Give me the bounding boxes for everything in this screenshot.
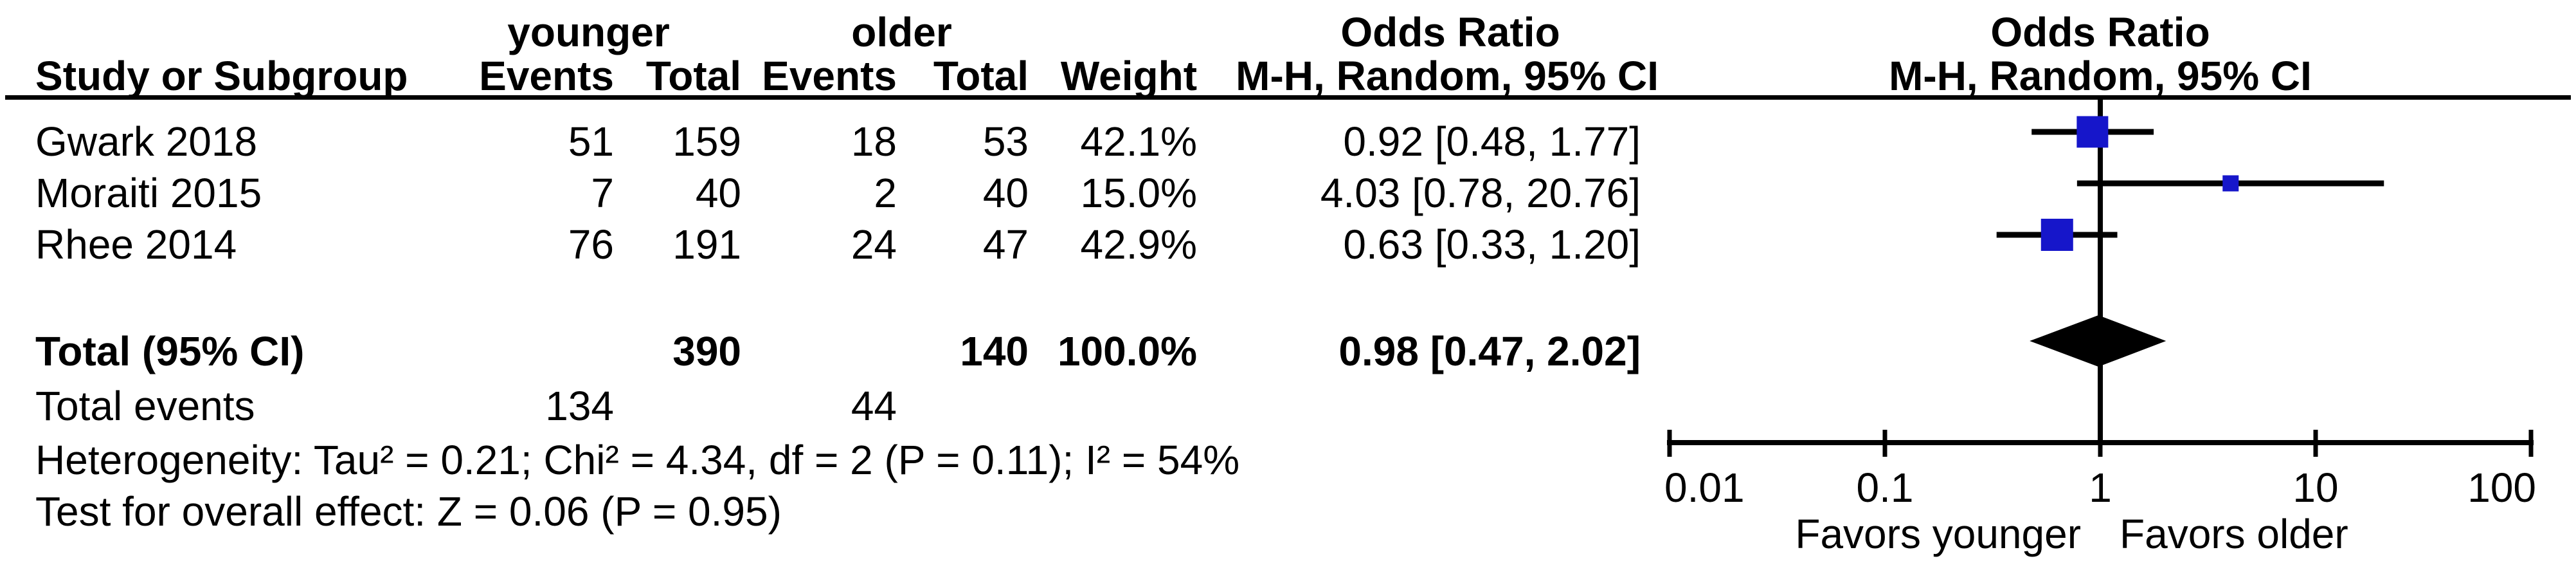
col-header-weight: Weight (1060, 53, 1197, 99)
header-underline (5, 95, 2571, 100)
group-header-younger: younger (507, 9, 670, 55)
study-name: Moraiti 2015 (35, 170, 262, 216)
axis-tick-label: 0.01 (1664, 464, 1745, 511)
col-header-events1: Events (479, 53, 614, 99)
study-events2: 18 (851, 118, 897, 165)
or-header-plot-col: Odds Ratio (1990, 9, 2210, 55)
col-header-study: Study or Subgroup (35, 53, 408, 99)
heterogeneity-stats: Heterogeneity: Tau² = 0.21; Chi² = 4.34,… (35, 437, 1240, 483)
total-weight: 100.0% (1057, 328, 1197, 374)
study-events1: 51 (568, 118, 614, 165)
col-header-mh-text: M-H, Random, 95% CI (1236, 53, 1659, 99)
axis-tick-label: 0.1 (1857, 464, 1914, 511)
col-header-events2: Events (762, 53, 897, 99)
axis-tick-label: 10 (2292, 464, 2338, 511)
summary-diamond (2030, 315, 2166, 367)
study-weight: 42.1% (1080, 118, 1197, 165)
favors-right-label: Favors older (2120, 511, 2348, 557)
col-header-total2: Total (933, 53, 1029, 99)
study-or-ci: 0.92 [0.48, 1.77] (1343, 118, 1641, 165)
favors-left-label: Favors younger (1795, 511, 2081, 557)
or-point-square (2222, 175, 2239, 192)
study-events1: 76 (568, 221, 614, 268)
study-total2: 40 (982, 170, 1029, 216)
col-header-mh-plot: M-H, Random, 95% CI (1889, 53, 2312, 99)
study-weight: 42.9% (1080, 221, 1197, 268)
total-or-ci: 0.98 [0.47, 2.02] (1338, 328, 1641, 374)
total-total2: 140 (960, 328, 1029, 374)
col-header-total1: Total (645, 53, 741, 99)
study-events2: 2 (874, 170, 897, 216)
study-total1: 191 (672, 221, 741, 268)
study-name: Rhee 2014 (35, 221, 237, 268)
or-point-square (2076, 116, 2109, 148)
study-total2: 47 (982, 221, 1029, 268)
total-total1: 390 (672, 328, 741, 374)
total-events-group1: 134 (545, 383, 614, 429)
total-events-group2: 44 (851, 383, 897, 429)
axis-tick-label: 1 (2089, 464, 2112, 511)
study-total2: 53 (982, 118, 1029, 165)
total-label: Total (95% CI) (35, 328, 305, 374)
study-weight: 15.0% (1080, 170, 1197, 216)
group-header-older: older (851, 9, 952, 55)
study-total1: 159 (672, 118, 741, 165)
or-point-square (2040, 219, 2073, 251)
total-events-label: Total events (35, 383, 255, 429)
study-name: Gwark 2018 (35, 118, 258, 165)
study-or-ci: 4.03 [0.78, 20.76] (1320, 170, 1641, 216)
study-or-ci: 0.63 [0.33, 1.20] (1343, 221, 1641, 268)
study-total1: 40 (695, 170, 741, 216)
overall-effect-test: Test for overall effect: Z = 0.06 (P = 0… (35, 488, 782, 535)
or-header-text-col: Odds Ratio (1340, 9, 1560, 55)
study-events2: 24 (851, 221, 897, 268)
study-events1: 7 (591, 170, 614, 216)
axis-tick-label: 100 (2467, 464, 2536, 511)
